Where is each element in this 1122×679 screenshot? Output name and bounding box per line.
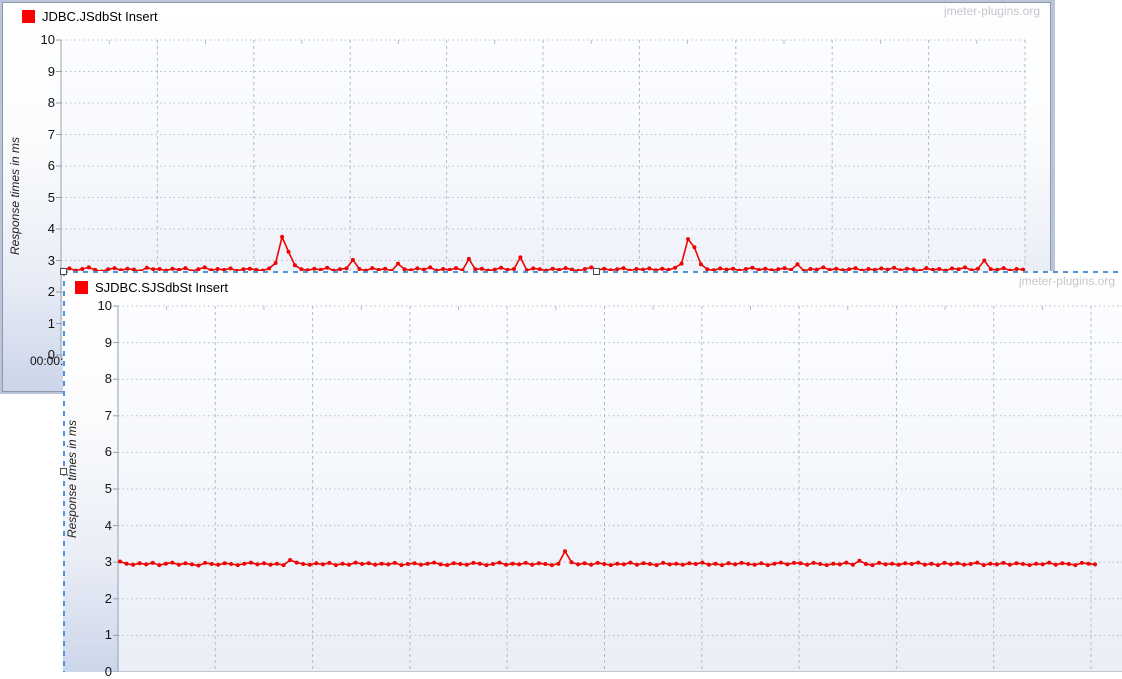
y-tick-label: 5 <box>47 189 55 205</box>
y-tick-label: 7 <box>104 407 112 423</box>
watermark-jmeter-plugins: jmeter-plugins.org <box>1018 274 1115 288</box>
y-tick-label: 9 <box>104 334 112 350</box>
legend-label: SJDBC.SJSdbSt Insert <box>95 280 228 295</box>
y-tick-label: 0 <box>104 664 112 679</box>
y-tick-label: 9 <box>47 63 55 79</box>
y-tick-label: 1 <box>47 315 55 331</box>
y-tick-label: 3 <box>47 252 55 268</box>
legend-swatch-icon <box>75 281 88 294</box>
y-tick-label: 1 <box>104 627 112 643</box>
legend-jdbc: JDBC.JSdbSt Insert <box>22 9 158 24</box>
y-tick-label: 3 <box>104 554 112 570</box>
y-tick-label: 0 <box>47 347 55 362</box>
y-tick-label: 10 <box>97 298 112 313</box>
legend-swatch-icon <box>22 10 35 23</box>
y-tick-label: 6 <box>104 444 112 460</box>
chart-window-sjdbc[interactable]: SJDBC.SJSdbSt Insert jmeter-plugins.org … <box>60 268 1122 679</box>
y-tick-label: 6 <box>47 158 55 173</box>
resize-handle-left-middle[interactable] <box>60 468 67 475</box>
y-tick-label: 8 <box>47 95 55 110</box>
y-tick-label: 2 <box>104 590 112 606</box>
legend-label: JDBC.JSdbSt Insert <box>42 9 158 24</box>
y-tick-label: 10 <box>40 32 55 47</box>
watermark-jmeter-plugins: jmeter-plugins.org <box>943 4 1040 18</box>
y-tick-label: 7 <box>47 126 55 142</box>
resize-handle-top-left[interactable] <box>60 268 67 275</box>
y-tick-label: 2 <box>47 284 55 299</box>
resize-handle-top-middle[interactable] <box>593 268 600 275</box>
y-tick-label: 5 <box>104 481 112 496</box>
plot-area <box>113 305 1122 672</box>
y-tick-label: 4 <box>104 517 112 533</box>
selection-border-top <box>63 271 1122 273</box>
y-tick-label: 4 <box>47 221 55 236</box>
y-tick-label: 8 <box>104 371 112 387</box>
legend-sjdbc: SJDBC.SJSdbSt Insert <box>75 280 228 295</box>
x-axis-first-tick-label: 00:00: <box>30 354 64 368</box>
